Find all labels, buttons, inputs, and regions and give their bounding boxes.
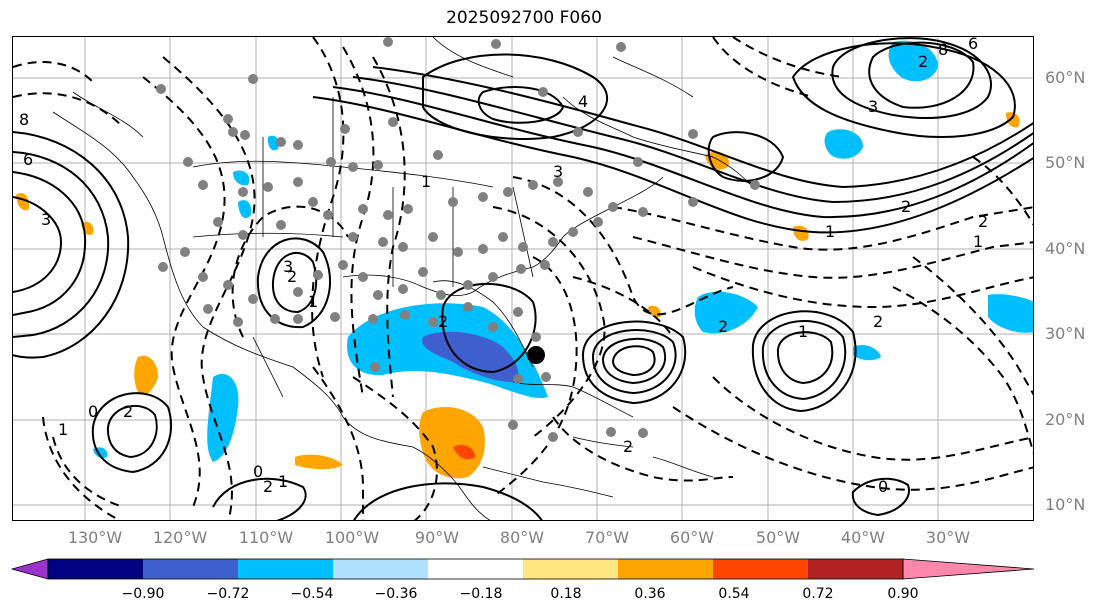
dashed-contours (13, 37, 1033, 520)
lon-label: 80°W (499, 528, 545, 547)
contour-label: 4 (578, 92, 588, 111)
contour-label: 2 (263, 477, 273, 496)
colorbar-segment (808, 559, 903, 579)
contour-label: 1 (798, 322, 808, 341)
contour-label: 8 (938, 40, 948, 59)
chart-title: 2025092700 F060 (446, 8, 602, 28)
contour-label: 2 (901, 197, 911, 216)
contour-label: 0 (253, 462, 263, 481)
contour-label: 6 (968, 37, 978, 53)
colorbar-arrow-right (902, 558, 1035, 580)
lon-label: 100°W (324, 528, 380, 547)
colorbar-segment (143, 559, 238, 579)
contour-label: 2 (623, 437, 633, 456)
lat-label: 20°N (1045, 410, 1086, 429)
colorbar-segment (238, 559, 333, 579)
contour-label: 1 (421, 172, 431, 191)
colorbar-segment (428, 559, 523, 579)
contour-label: 1 (973, 232, 983, 251)
contour-label: 3 (868, 97, 878, 116)
lat-label: 60°N (1045, 68, 1086, 87)
lat-label: 50°N (1045, 153, 1086, 172)
contour-label: 0 (88, 402, 98, 421)
lon-label: 50°W (755, 528, 801, 547)
contour-label: 2 (718, 317, 728, 336)
colorbar-tick: 0.36 (634, 586, 666, 602)
contour-label: 3 (553, 162, 563, 181)
lon-label: 70°W (584, 528, 630, 547)
solid-contours (13, 37, 1033, 520)
map-canvas: 6 3 8 2 3 2 1 2 4 3 2 1 3 2 6 8 1 2 2 1 … (13, 37, 1033, 520)
contour-label: 1 (308, 292, 318, 311)
map-panel: 6 3 8 2 3 2 1 2 4 3 2 1 3 2 6 8 1 2 2 1 … (12, 36, 1034, 521)
station-markers (156, 37, 760, 442)
colorbar-tick: −0.90 (121, 586, 165, 602)
contour-label: 8 (19, 110, 29, 129)
contour-label: 2 (873, 312, 883, 331)
colorbar-tick: −0.18 (459, 586, 503, 602)
colorbar-tick: 0.54 (718, 586, 750, 602)
lat-label: 10°N (1045, 495, 1086, 514)
colorbar-segment (523, 559, 618, 579)
lon-label: 110°W (238, 528, 294, 547)
lon-label: 120°W (152, 528, 208, 547)
contour-label: 2 (123, 402, 133, 421)
colorbar-tick: −0.72 (206, 586, 250, 602)
contour-labels: 6 3 8 2 3 2 1 2 4 3 2 1 3 2 6 8 1 2 2 1 … (19, 37, 988, 496)
lat-label: 30°N (1045, 324, 1086, 343)
coastlines (52, 37, 754, 520)
contour-label: 2 (978, 212, 988, 231)
colorbar-segment (713, 559, 808, 579)
colorbar-arrow-left (10, 558, 49, 580)
storm-center-marker (527, 346, 545, 364)
lon-label: 130°W (67, 528, 123, 547)
colorbar (10, 558, 1035, 580)
colorbar-tick: 0.18 (550, 586, 582, 602)
lat-label: 40°N (1045, 239, 1086, 258)
lon-label: 60°W (669, 528, 715, 547)
shaded-fields (16, 40, 1033, 479)
colorbar-segment (333, 559, 428, 579)
contour-label: 3 (283, 257, 293, 276)
lon-label: 30°W (925, 528, 971, 547)
colorbar-segment (618, 559, 713, 579)
colorbar-outline (47, 558, 904, 580)
colorbar-tick: 0.72 (802, 586, 834, 602)
contour-label: 1 (278, 472, 288, 491)
colorbar-segment (48, 559, 143, 579)
contour-label: 0 (878, 477, 888, 496)
contour-label: 2 (918, 52, 928, 71)
contour-label: 2 (287, 267, 297, 286)
contour-label: 3 (41, 210, 51, 229)
contour-label: 1 (825, 222, 835, 241)
lon-label: 90°W (414, 528, 460, 547)
colorbar-tick: −0.54 (290, 586, 334, 602)
lon-label: 40°W (840, 528, 886, 547)
contour-label: 2 (438, 312, 448, 331)
contour-label: 6 (23, 150, 33, 169)
colorbar-tick: 0.90 (887, 586, 919, 602)
colorbar-tick: −0.36 (374, 586, 418, 602)
contour-label: 1 (58, 420, 68, 439)
